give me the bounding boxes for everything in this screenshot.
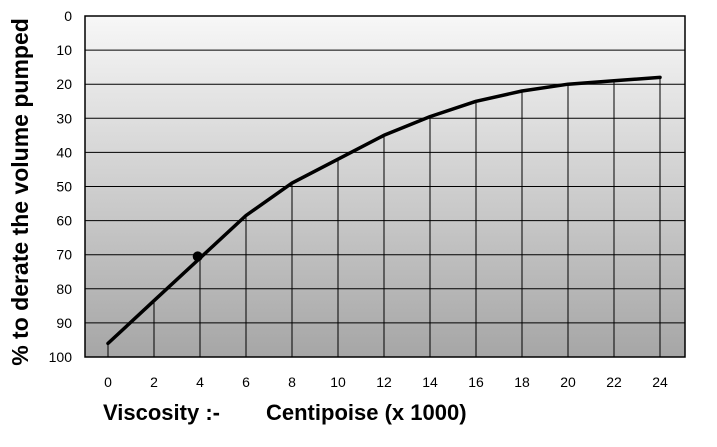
x-tick-label: 0 [104, 374, 112, 390]
x-tick-label: 22 [606, 374, 622, 390]
y-tick-label: 0 [64, 8, 72, 24]
series-layer [106, 75, 662, 346]
y-tick-label: 60 [56, 213, 72, 229]
y-tick-label: 80 [56, 281, 72, 297]
y-tick-label: 70 [56, 247, 72, 263]
x-axis-prefix: Viscosity :- [103, 400, 220, 425]
y-axis-ticks: 0 10 20 30 40 50 60 70 80 90 100 [49, 8, 73, 365]
y-tick-label: 40 [56, 144, 72, 160]
x-tick-label: 20 [560, 374, 576, 390]
y-axis-title: % to derate the volume pumped [7, 18, 33, 366]
x-tick-label: 14 [422, 374, 438, 390]
marker-dot [192, 251, 203, 262]
x-tick-label: 12 [376, 374, 392, 390]
y-tick-label: 30 [56, 110, 72, 126]
y-tick-label: 20 [56, 76, 72, 92]
x-axis-ticks: 0 2 4 6 8 10 12 14 16 18 20 22 24 [104, 374, 668, 390]
y-tick-label: 90 [56, 315, 72, 331]
x-tick-label: 16 [468, 374, 484, 390]
y-tick-label: 10 [56, 42, 72, 58]
x-tick-label: 4 [196, 374, 204, 390]
y-tick-label: 100 [49, 349, 73, 365]
x-tick-label: 18 [514, 374, 530, 390]
x-axis-title: Centipoise (x 1000) [266, 400, 467, 425]
x-tick-label: 6 [242, 374, 250, 390]
y-tick-label: 50 [56, 179, 72, 195]
x-tick-label: 24 [652, 374, 668, 390]
x-tick-label: 10 [330, 374, 346, 390]
x-tick-label: 2 [150, 374, 158, 390]
x-tick-label: 8 [288, 374, 296, 390]
plot-border [84, 15, 686, 358]
